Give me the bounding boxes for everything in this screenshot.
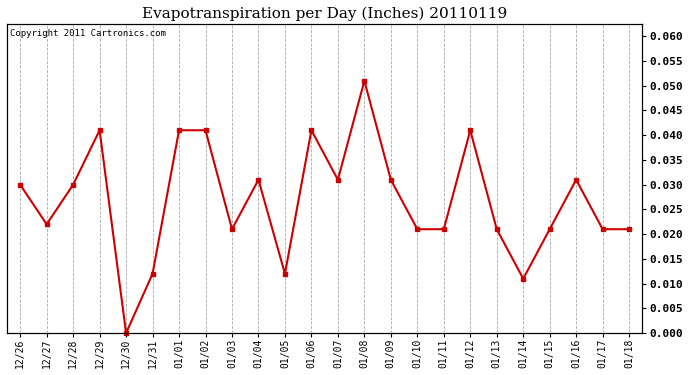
Text: Copyright 2011 Cartronics.com: Copyright 2011 Cartronics.com — [10, 28, 166, 38]
Title: Evapotranspiration per Day (Inches) 20110119: Evapotranspiration per Day (Inches) 2011… — [142, 7, 507, 21]
